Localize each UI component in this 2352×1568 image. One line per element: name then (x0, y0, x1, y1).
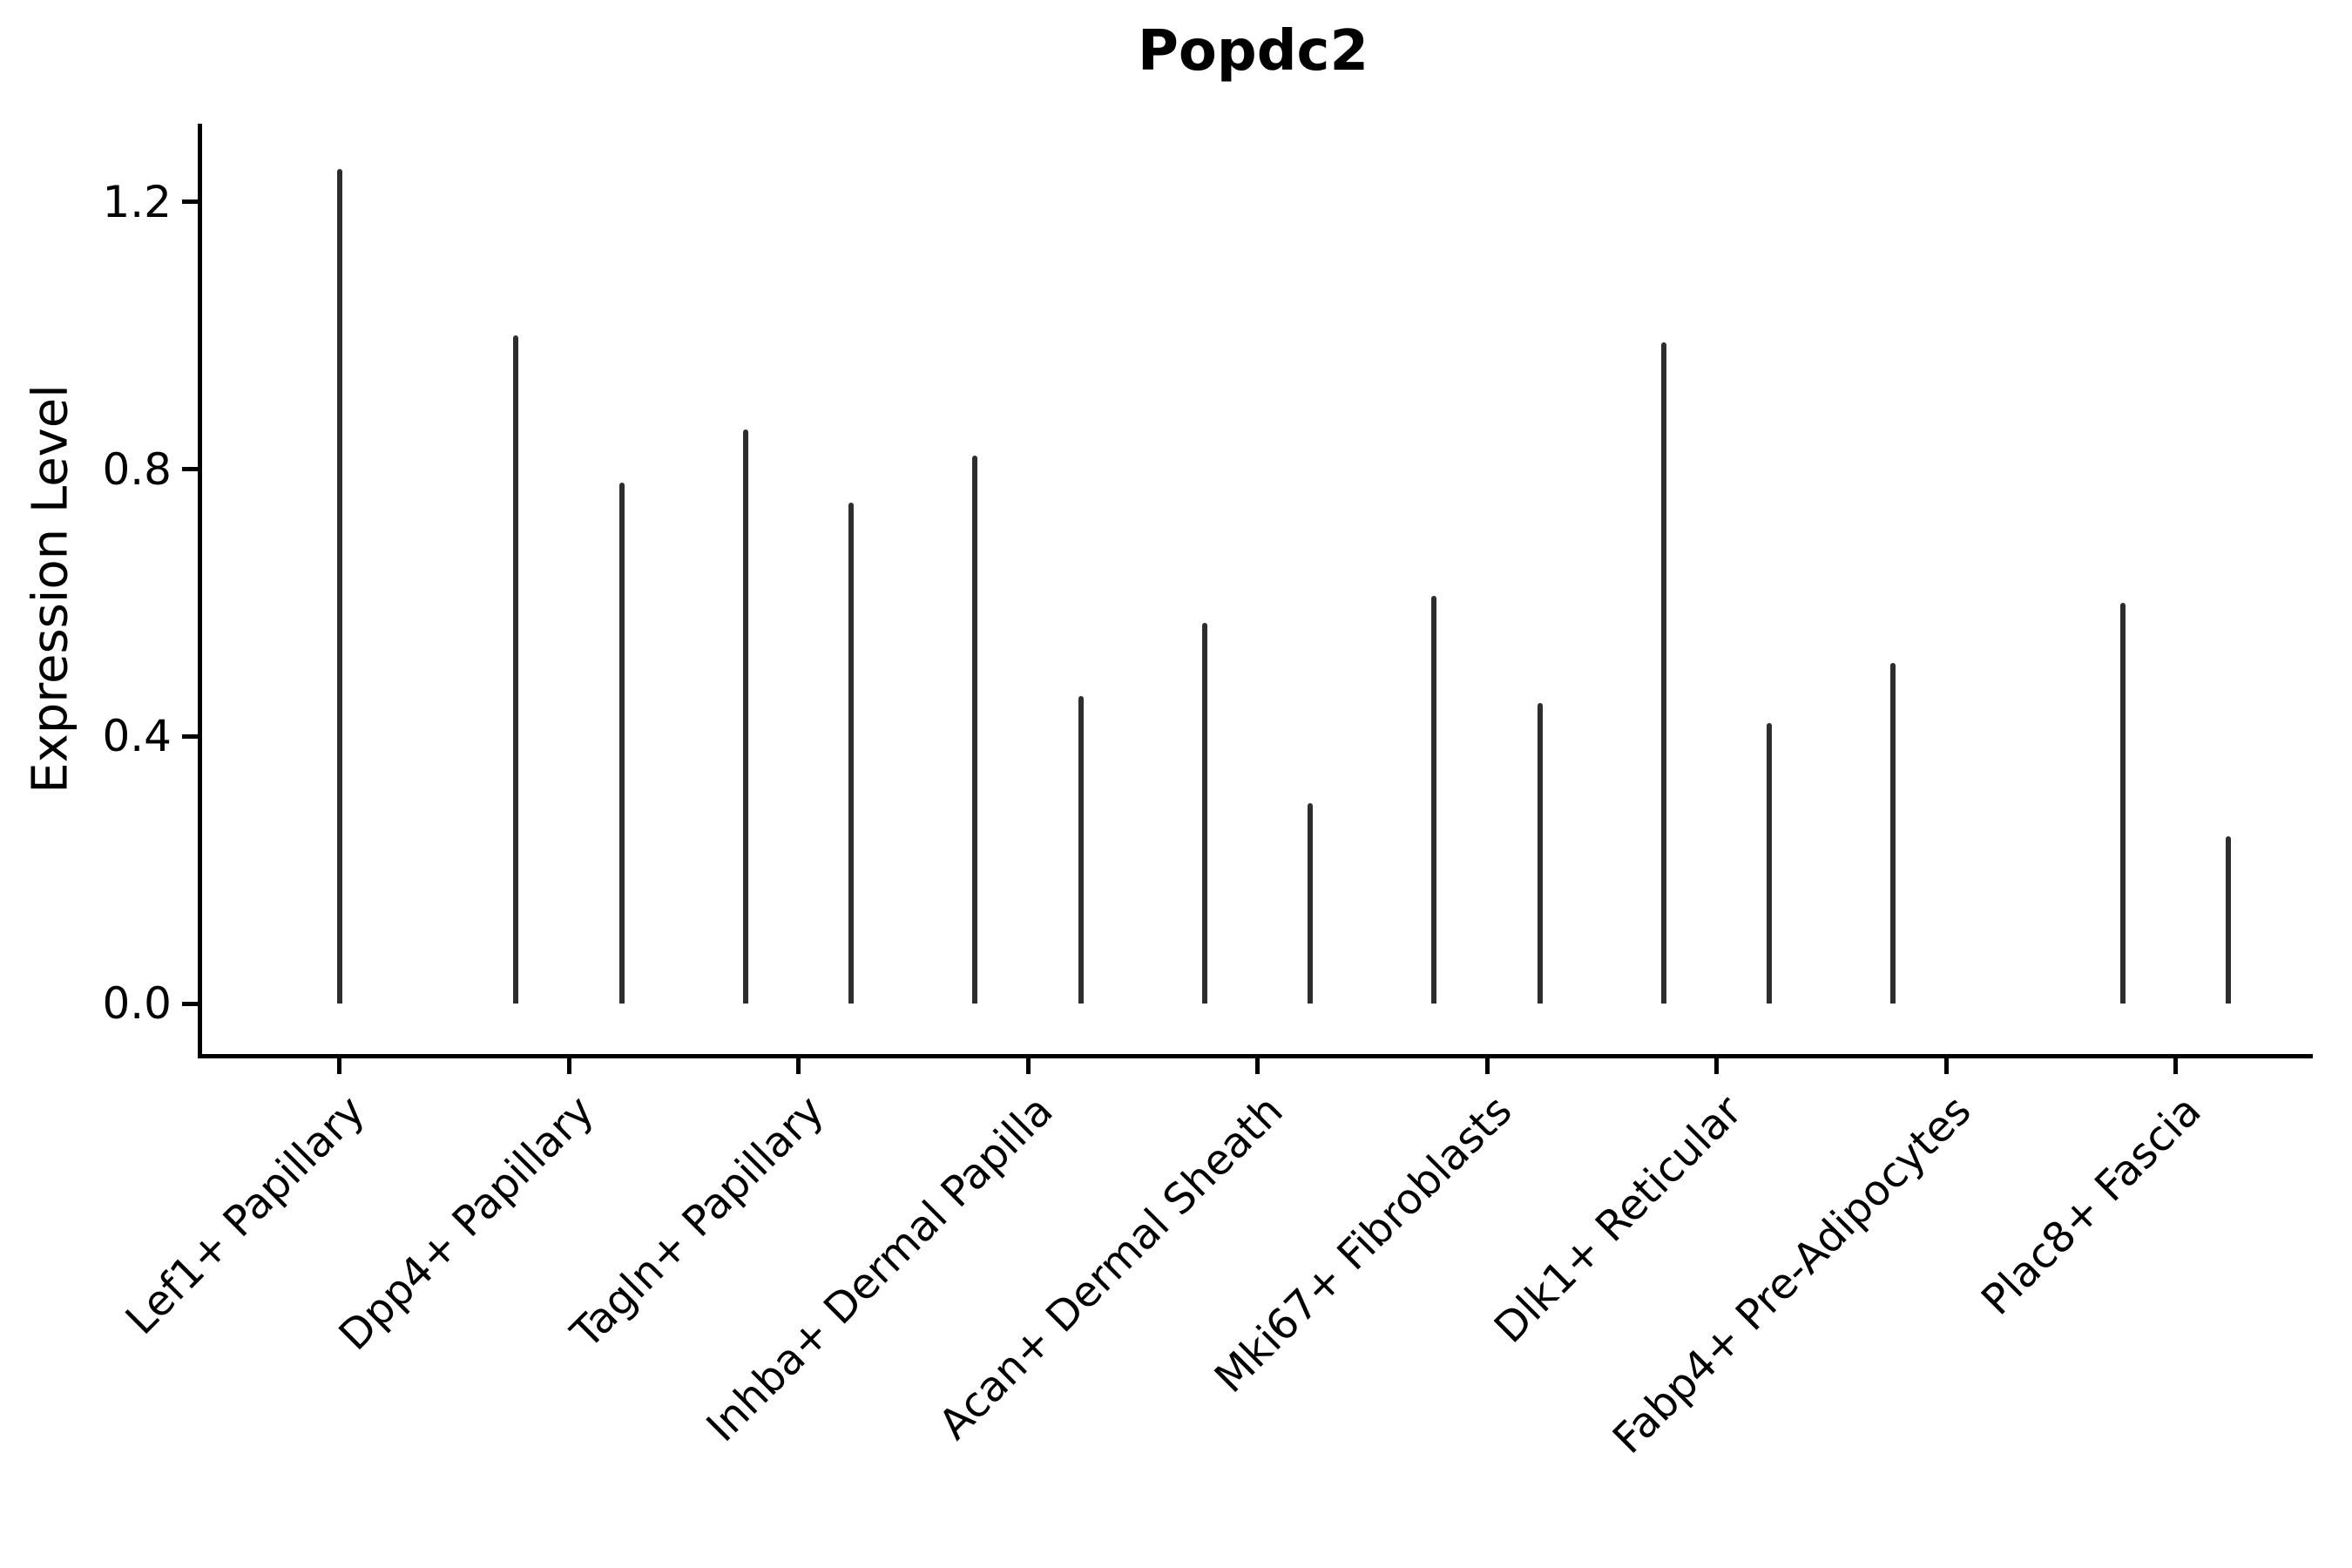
violin-spike (1078, 696, 1084, 1004)
violin-spike (1308, 802, 1314, 1004)
violin-spike (2119, 602, 2126, 1004)
x-tick-label: Lef1+ Papillary (116, 1086, 375, 1344)
violin-spike (1431, 596, 1437, 1004)
x-tick (1943, 1058, 1949, 1074)
x-tick-label: Tagln+ Papillary (561, 1086, 834, 1358)
plot-area: 0.0 0.4 0.8 1.2 Lef1+ Papillary Dpp4+ Papilla… (102, 124, 2313, 1463)
violin-spike (1537, 702, 1543, 1004)
violin-spike (972, 456, 978, 1004)
x-tick-label: Dlk1+ Reticular (1484, 1086, 1752, 1353)
violin-spike (742, 429, 748, 1004)
violin-spike (2226, 836, 2232, 1004)
x-tick (566, 1058, 571, 1074)
x-tick-label: Plac8+ Fascia (1971, 1086, 2211, 1325)
y-tick (182, 1001, 198, 1006)
x-tick (2173, 1058, 2178, 1074)
chart-title: Popdc2 (1138, 19, 1369, 84)
x-tick (1714, 1058, 1719, 1074)
y-axis-title-text: Expression Level (22, 384, 79, 794)
violin-spike (1660, 341, 1666, 1004)
y-tick-label: 0.8 (102, 443, 172, 495)
x-tick (1255, 1058, 1260, 1074)
violin-spike (848, 502, 855, 1004)
violin-spike (1767, 722, 1773, 1004)
y-tick (182, 733, 198, 739)
y-tick-label: 1.2 (102, 176, 172, 227)
violin-spike (1890, 662, 1896, 1004)
y-tick (182, 199, 198, 205)
y-tick (182, 467, 198, 472)
violin-spike (618, 482, 625, 1004)
x-tick (796, 1058, 801, 1074)
y-tick-label: 0.0 (102, 978, 172, 1029)
x-tick (337, 1058, 341, 1074)
x-tick (1484, 1058, 1490, 1074)
violin-spike (513, 335, 519, 1004)
y-tick-label: 0.4 (102, 711, 172, 762)
violin-spike (336, 168, 342, 1004)
x-tick (1025, 1058, 1031, 1074)
violin-spike (1201, 622, 1207, 1004)
x-tick-label: Dpp4+ Papillary (329, 1086, 604, 1361)
